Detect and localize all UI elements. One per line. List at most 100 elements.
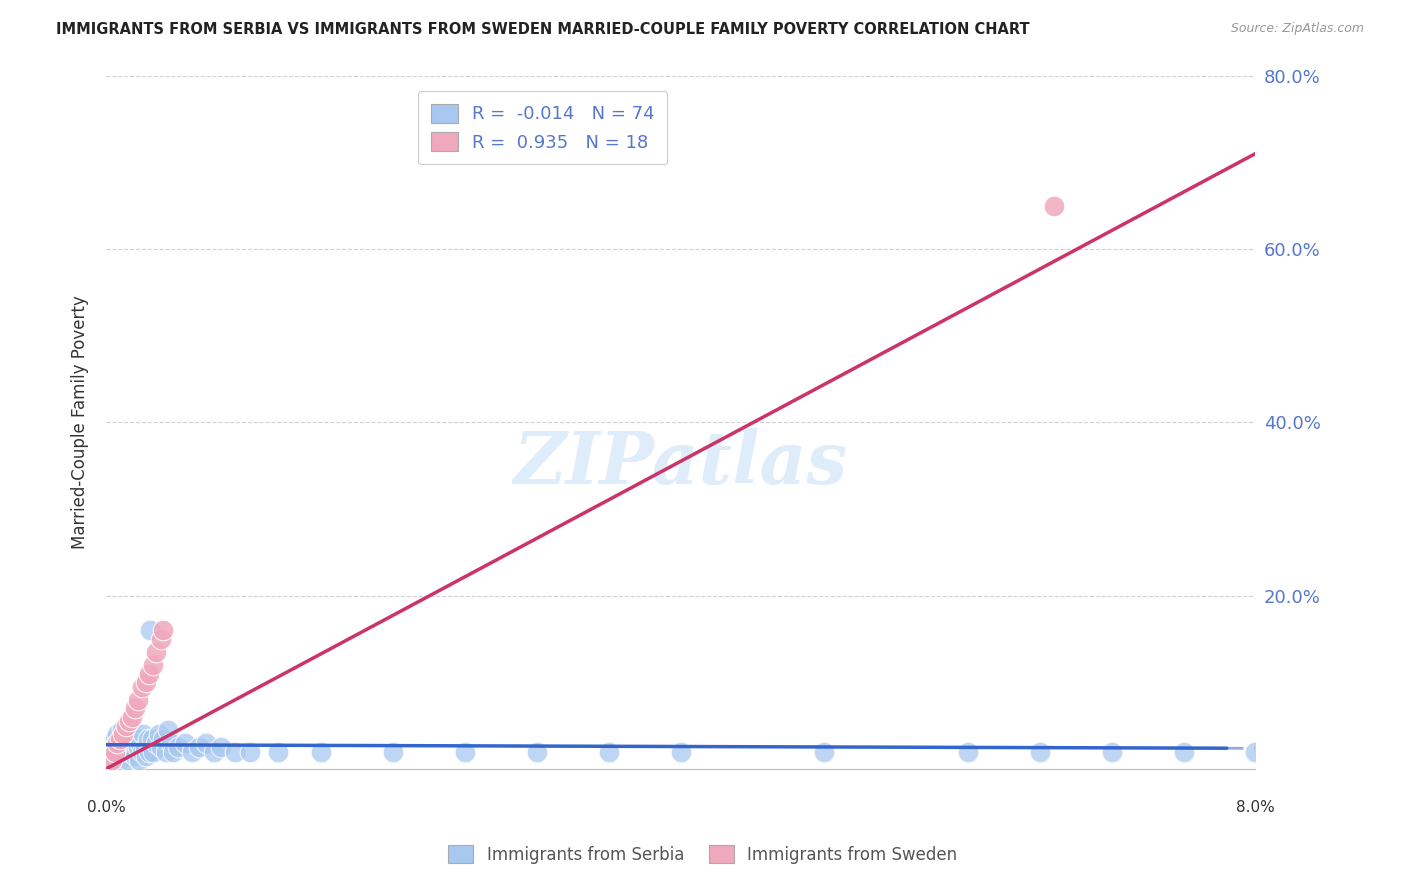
Point <box>110 753 132 767</box>
Point <box>112 727 135 741</box>
Point <box>148 727 170 741</box>
Point <box>382 745 405 759</box>
Text: IMMIGRANTS FROM SERBIA VS IMMIGRANTS FROM SWEDEN MARRIED-COUPLE FAMILY POVERTY C: IMMIGRANTS FROM SERBIA VS IMMIGRANTS FRO… <box>56 22 1029 37</box>
Point <box>98 753 121 767</box>
Point <box>120 727 142 741</box>
Point <box>103 745 125 759</box>
Point <box>135 675 157 690</box>
Point <box>124 749 146 764</box>
Point <box>526 745 548 759</box>
Point <box>112 745 135 759</box>
Point <box>128 753 150 767</box>
Point <box>118 745 141 759</box>
Point <box>159 736 181 750</box>
Point <box>156 723 179 737</box>
Y-axis label: Married-Couple Family Poverty: Married-Couple Family Poverty <box>72 295 89 549</box>
Point <box>145 645 167 659</box>
Point <box>239 745 262 759</box>
Point <box>122 745 145 759</box>
Point <box>454 745 477 759</box>
Point <box>115 719 138 733</box>
Point <box>100 736 122 750</box>
Point <box>127 692 149 706</box>
Point <box>100 749 122 764</box>
Point <box>202 745 225 759</box>
Point <box>813 745 835 759</box>
Point <box>96 749 118 764</box>
Point <box>174 736 197 750</box>
Point <box>101 740 124 755</box>
Point <box>97 745 120 759</box>
Point <box>138 745 160 759</box>
Point <box>114 749 136 764</box>
Point <box>115 740 138 755</box>
Text: 8.0%: 8.0% <box>1236 799 1275 814</box>
Point <box>598 745 620 759</box>
Point <box>134 740 156 755</box>
Point <box>110 736 132 750</box>
Point <box>957 745 980 759</box>
Point <box>162 745 184 759</box>
Point <box>112 736 135 750</box>
Point <box>145 736 167 750</box>
Point <box>108 740 131 755</box>
Point <box>139 624 162 638</box>
Point <box>117 736 139 750</box>
Point <box>131 680 153 694</box>
Point <box>103 745 125 759</box>
Point <box>124 701 146 715</box>
Point <box>142 745 165 759</box>
Point <box>111 745 134 759</box>
Point <box>107 745 129 759</box>
Point <box>142 657 165 672</box>
Point <box>114 731 136 746</box>
Point <box>117 753 139 767</box>
Point <box>127 740 149 755</box>
Point <box>195 736 218 750</box>
Point <box>181 745 204 759</box>
Point <box>104 736 127 750</box>
Point <box>155 745 177 759</box>
Point <box>125 731 148 746</box>
Point <box>104 749 127 764</box>
Text: ZIPatlas: ZIPatlas <box>513 428 848 500</box>
Point <box>141 731 163 746</box>
Point <box>311 745 333 759</box>
Point <box>267 745 290 759</box>
Point <box>107 736 129 750</box>
Point <box>129 736 152 750</box>
Point <box>100 753 122 767</box>
Point <box>136 731 159 746</box>
Point <box>111 723 134 737</box>
Point <box>118 714 141 729</box>
Point <box>224 745 246 759</box>
Point <box>135 749 157 764</box>
Point <box>101 753 124 767</box>
Point <box>166 740 188 755</box>
Point <box>209 740 232 755</box>
Point <box>152 731 174 746</box>
Legend: Immigrants from Serbia, Immigrants from Sweden: Immigrants from Serbia, Immigrants from … <box>441 838 965 871</box>
Text: Source: ZipAtlas.com: Source: ZipAtlas.com <box>1230 22 1364 36</box>
Point <box>188 740 211 755</box>
Point <box>149 632 172 646</box>
Point <box>1043 198 1066 212</box>
Point <box>1244 745 1267 759</box>
Point <box>107 727 129 741</box>
Point <box>121 710 143 724</box>
Text: 0.0%: 0.0% <box>87 799 125 814</box>
Point <box>669 745 692 759</box>
Point <box>138 666 160 681</box>
Point <box>149 740 172 755</box>
Legend: R =  -0.014   N = 74, R =  0.935   N = 18: R = -0.014 N = 74, R = 0.935 N = 18 <box>418 92 668 164</box>
Point <box>1101 745 1123 759</box>
Point <box>108 749 131 764</box>
Point <box>1029 745 1052 759</box>
Point <box>152 624 174 638</box>
Point <box>110 731 132 746</box>
Point <box>1173 745 1195 759</box>
Point <box>132 727 155 741</box>
Point <box>131 745 153 759</box>
Point <box>121 736 143 750</box>
Point <box>103 731 125 746</box>
